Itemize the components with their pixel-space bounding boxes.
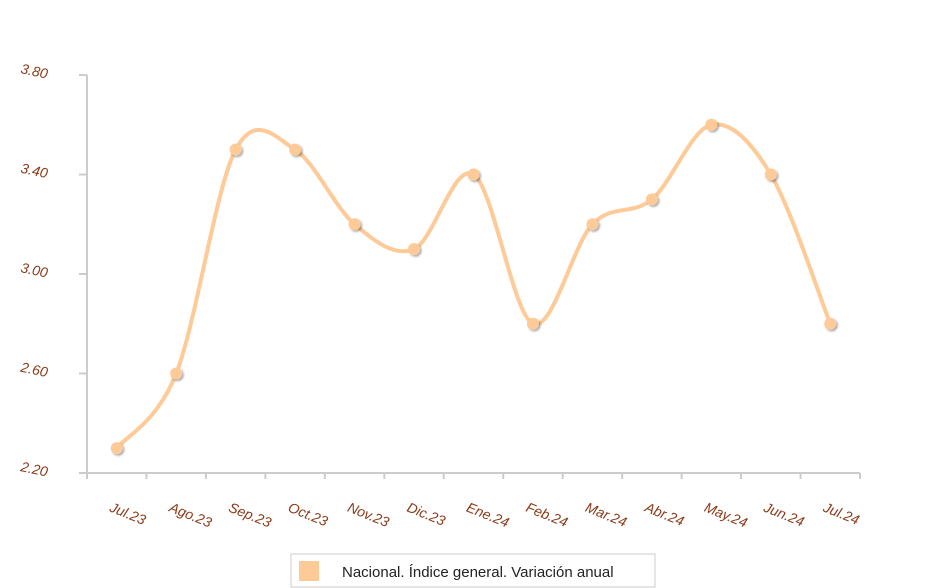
point — [110, 442, 123, 455]
x-tick-label: Oct.23 — [286, 499, 330, 529]
point — [467, 168, 480, 181]
x-tick-label: Sep.23 — [227, 499, 274, 531]
x-tick-label: Nov.23 — [345, 499, 391, 530]
legend-swatch — [299, 561, 319, 581]
legend: Nacional. Índice general. Variación anua… — [290, 553, 656, 588]
x-tick-label: Ene.24 — [464, 499, 511, 531]
y-tick-label: 3.40 — [19, 160, 49, 181]
y-tick-label: 3.80 — [19, 60, 49, 81]
x-tick-label: Abr.24 — [642, 499, 687, 530]
point — [348, 218, 361, 231]
point — [645, 193, 658, 206]
y-tick-label: 2.60 — [18, 359, 49, 381]
legend-label: Nacional. Índice general. Variación anua… — [342, 564, 614, 581]
x-tick-label: May.24 — [702, 499, 750, 531]
point — [408, 243, 421, 256]
x-tick-label: Ago.23 — [166, 499, 214, 531]
x-tick-label: Jun.24 — [761, 499, 807, 530]
legend-box — [290, 553, 656, 588]
point — [824, 317, 837, 330]
x-tick-label: Feb.24 — [524, 499, 571, 530]
point — [526, 317, 539, 330]
y-tick-label: 3.00 — [19, 259, 49, 280]
point — [229, 143, 242, 156]
axes — [79, 74, 861, 479]
y-tick-label: 2.20 — [18, 458, 49, 480]
point — [289, 143, 302, 156]
point — [764, 168, 777, 181]
x-tick-label: Dic.23 — [405, 499, 448, 529]
x-tick-label: Jul.23 — [107, 499, 149, 528]
x-tick-label: Mar.24 — [583, 499, 629, 530]
point — [705, 118, 718, 131]
point — [586, 218, 599, 231]
x-tick-label: Jul.24 — [820, 499, 862, 528]
point — [170, 367, 183, 380]
